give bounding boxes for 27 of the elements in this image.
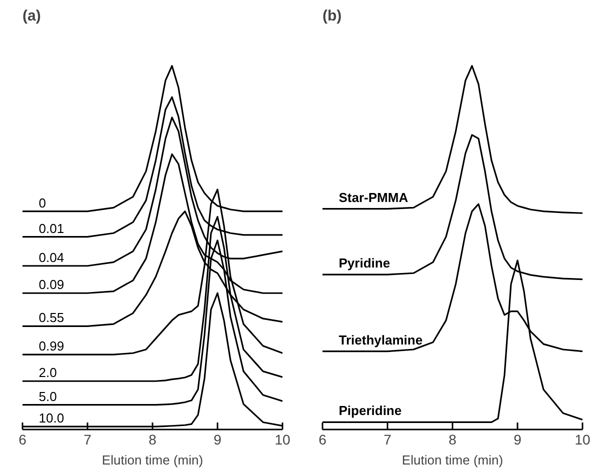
series-label: 0.99 xyxy=(38,338,64,354)
series-label: Star-PMMA xyxy=(338,190,409,205)
x-axis-title: Elution time (min) xyxy=(402,452,504,468)
x-tick-label: 9 xyxy=(214,432,222,448)
x-tick-label: 7 xyxy=(84,432,92,448)
x-tick-label: 10 xyxy=(274,432,290,448)
x-tick-label: 6 xyxy=(18,432,27,448)
series-label: 0.04 xyxy=(38,250,64,265)
x-tick-label: 9 xyxy=(514,432,522,448)
x-tick-label: 8 xyxy=(448,432,457,448)
series-label: Triethylamine xyxy=(338,332,423,348)
x-axis-title: Elution time (min) xyxy=(102,452,204,468)
series-label: 5.0 xyxy=(38,388,57,404)
x-tick-label: 10 xyxy=(574,432,590,448)
series-label: 10.0 xyxy=(38,410,64,426)
series-label: 2.0 xyxy=(38,365,57,380)
x-tick-label: 7 xyxy=(384,432,392,448)
series-label: Piperidine xyxy=(338,403,402,418)
series-label: 0.01 xyxy=(38,220,64,236)
series-label: 0 xyxy=(38,195,46,210)
chart-title: (b) xyxy=(322,8,342,24)
series-label: 0.09 xyxy=(38,277,64,292)
chart-title: (a) xyxy=(22,8,41,24)
series-label: 0.55 xyxy=(38,310,64,326)
x-tick-label: 6 xyxy=(318,432,327,448)
series-label: Pyridine xyxy=(338,256,390,271)
x-tick-label: 8 xyxy=(148,432,157,448)
